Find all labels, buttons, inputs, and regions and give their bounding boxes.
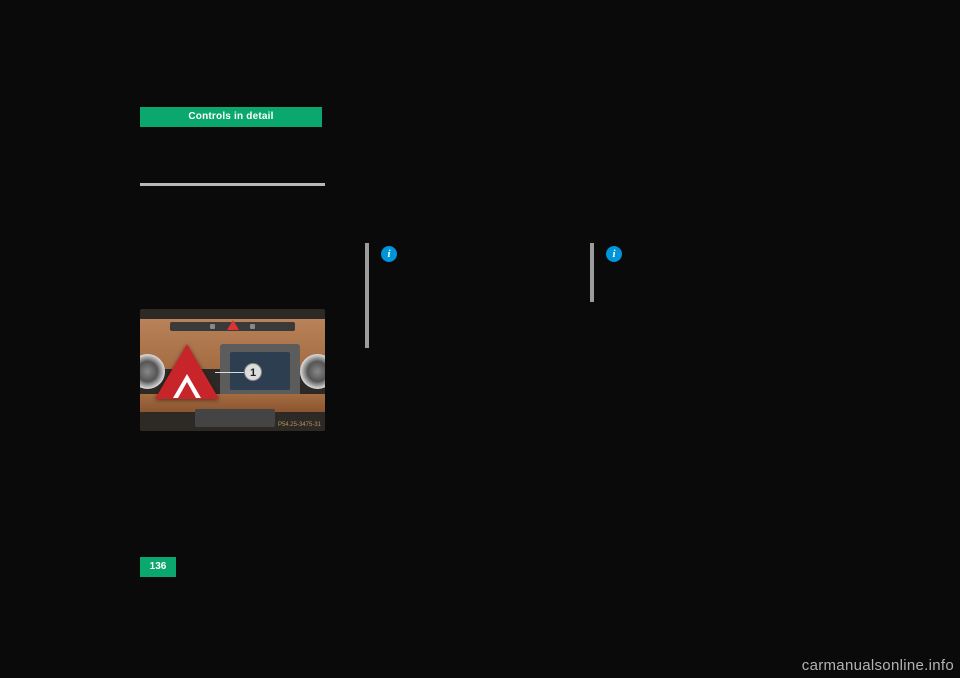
callout-leader-line (215, 372, 245, 373)
climate-controls (195, 409, 275, 427)
caption-text: Hazard warning flasher switch (155, 439, 288, 450)
switch-off-body: ▶ Press hazard warning flasher switch 1 … (365, 383, 580, 399)
info-note-text: With the hazard warning flasher activate… (403, 249, 580, 342)
air-vent-right (300, 354, 325, 389)
section-divider (140, 183, 325, 186)
info-note: i If the hazard warning flasher has been… (590, 243, 805, 302)
info-icon: i (606, 246, 622, 262)
step-arrow-icon: ▶ (365, 383, 375, 399)
page-number-badge: 136 (140, 557, 176, 577)
info-icon: i (381, 246, 397, 262)
switch-on-step: Press hazard warning flasher switch 1. (153, 480, 324, 491)
section-tab: Controls in detail (140, 107, 322, 127)
running-header-text: 136 Controls in detailLighting (140, 162, 325, 168)
switch-on-result: All turn signals will flash. (150, 511, 258, 522)
column-3: i If the hazard warning flasher has been… (590, 243, 805, 302)
switch-on-body: ▶ Press hazard warning flasher switch 1.… (140, 478, 325, 525)
photo-reference-code: P54.25-3475-31 (278, 422, 321, 428)
topic-title: Hazard warning flasher (140, 196, 261, 208)
hazard-triangle-small-icon (227, 320, 239, 330)
callout-bubble: 1 (244, 363, 262, 381)
photo-caption: 1 Hazard warning flasher switch (140, 439, 288, 450)
info-note-text: If the hazard warning flasher has been a… (628, 249, 805, 296)
hazard-switch-photo: 1 P54.25-3475-31 (140, 309, 325, 431)
hazard-triangle-core (178, 382, 196, 398)
switch-off-heading: Switching off hazard warning flasher (365, 366, 580, 377)
column-2: i With the hazard warning flasher activa… (365, 243, 580, 399)
step-arrow-icon: ▶ (140, 478, 150, 494)
caption-number: 1 (140, 439, 152, 450)
intro-paragraph: The hazard warning flasher can be switch… (140, 217, 325, 264)
watermark-text: carmanualsonline.info (802, 657, 954, 674)
section-subtitle: Lighting (148, 133, 191, 145)
info-note: i With the hazard warning flasher activa… (365, 243, 580, 348)
switch-on-heading: Switching on hazard warning flasher (140, 460, 314, 471)
switch-off-step: Press hazard warning flasher switch 1 ag… (378, 385, 576, 396)
manual-page: Controls in detail Lighting 136 Controls… (0, 0, 960, 678)
